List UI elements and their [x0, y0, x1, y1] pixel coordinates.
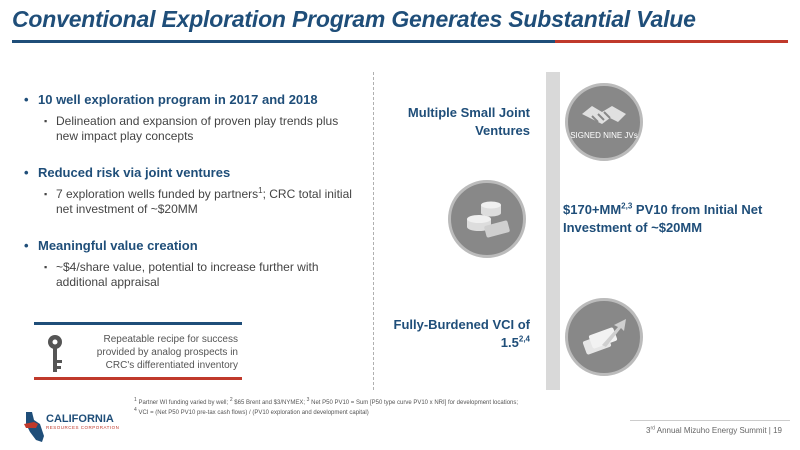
money-badge — [448, 180, 526, 258]
bullet-heading: 10 well exploration program in 2017 and … — [24, 92, 358, 108]
handshake-icon — [582, 106, 626, 124]
pv10-label: $170+MM2,3 PV10 from Initial Net Investm… — [563, 201, 763, 235]
callout-text: Repeatable recipe for success provided b… — [96, 334, 238, 371]
page-number: 19 — [773, 426, 782, 435]
logo-subtitle: RESOURCES CORPORATION — [46, 425, 120, 430]
timeline-bar — [546, 72, 560, 390]
footnote-line: 1 Partner WI funding varied by well; 2 $… — [134, 397, 519, 407]
key-icon — [46, 334, 64, 381]
jv-label: Multiple Small Joint Ventures — [407, 105, 530, 138]
company-logo — [22, 410, 46, 449]
bullet-sub: 7 exploration wells funded by partners1;… — [44, 187, 358, 217]
bullet-sub: ~$4/share value, potential to increase f… — [44, 260, 358, 290]
bullet-heading: Reduced risk via joint ventures — [24, 165, 358, 181]
handshake-badge: SIGNED NINE JVs — [565, 83, 643, 161]
bear-logo-icon — [24, 412, 44, 442]
page-title: Conventional Exploration Program Generat… — [12, 6, 696, 32]
bullet-group: Meaningful value creation ~$4/share valu… — [24, 238, 358, 290]
footnotes: 1 Partner WI funding varied by well; 2 $… — [134, 398, 694, 418]
footer-event: 3rd Annual Mizuho Energy Summit | 19 — [646, 425, 782, 435]
growth-badge — [565, 298, 643, 376]
bullet-heading: Meaningful value creation — [24, 238, 358, 254]
bullet-group: 10 well exploration program in 2017 and … — [24, 92, 358, 144]
vci-label: Fully-Burdened VCI of 1.52,4 — [393, 317, 531, 350]
logo-name: CALIFORNIA — [46, 413, 114, 425]
bullet-sub: Delineation and expansion of proven play… — [44, 114, 358, 144]
growth-arrow-icon — [582, 319, 626, 355]
title-divider — [12, 40, 788, 43]
badge-label: SIGNED NINE JVs — [570, 131, 638, 140]
money-icon — [467, 201, 510, 238]
bullet-group: Reduced risk via joint ventures 7 explor… — [24, 165, 358, 217]
dashed-divider — [373, 72, 374, 390]
footer-divider — [630, 420, 790, 421]
footnote-line: 4 VCI = (Net P50 PV10 pre-tax cash flows… — [134, 407, 369, 417]
bullet-list: 10 well exploration program in 2017 and … — [24, 92, 358, 311]
callout-box: Repeatable recipe for success provided b… — [34, 322, 242, 380]
